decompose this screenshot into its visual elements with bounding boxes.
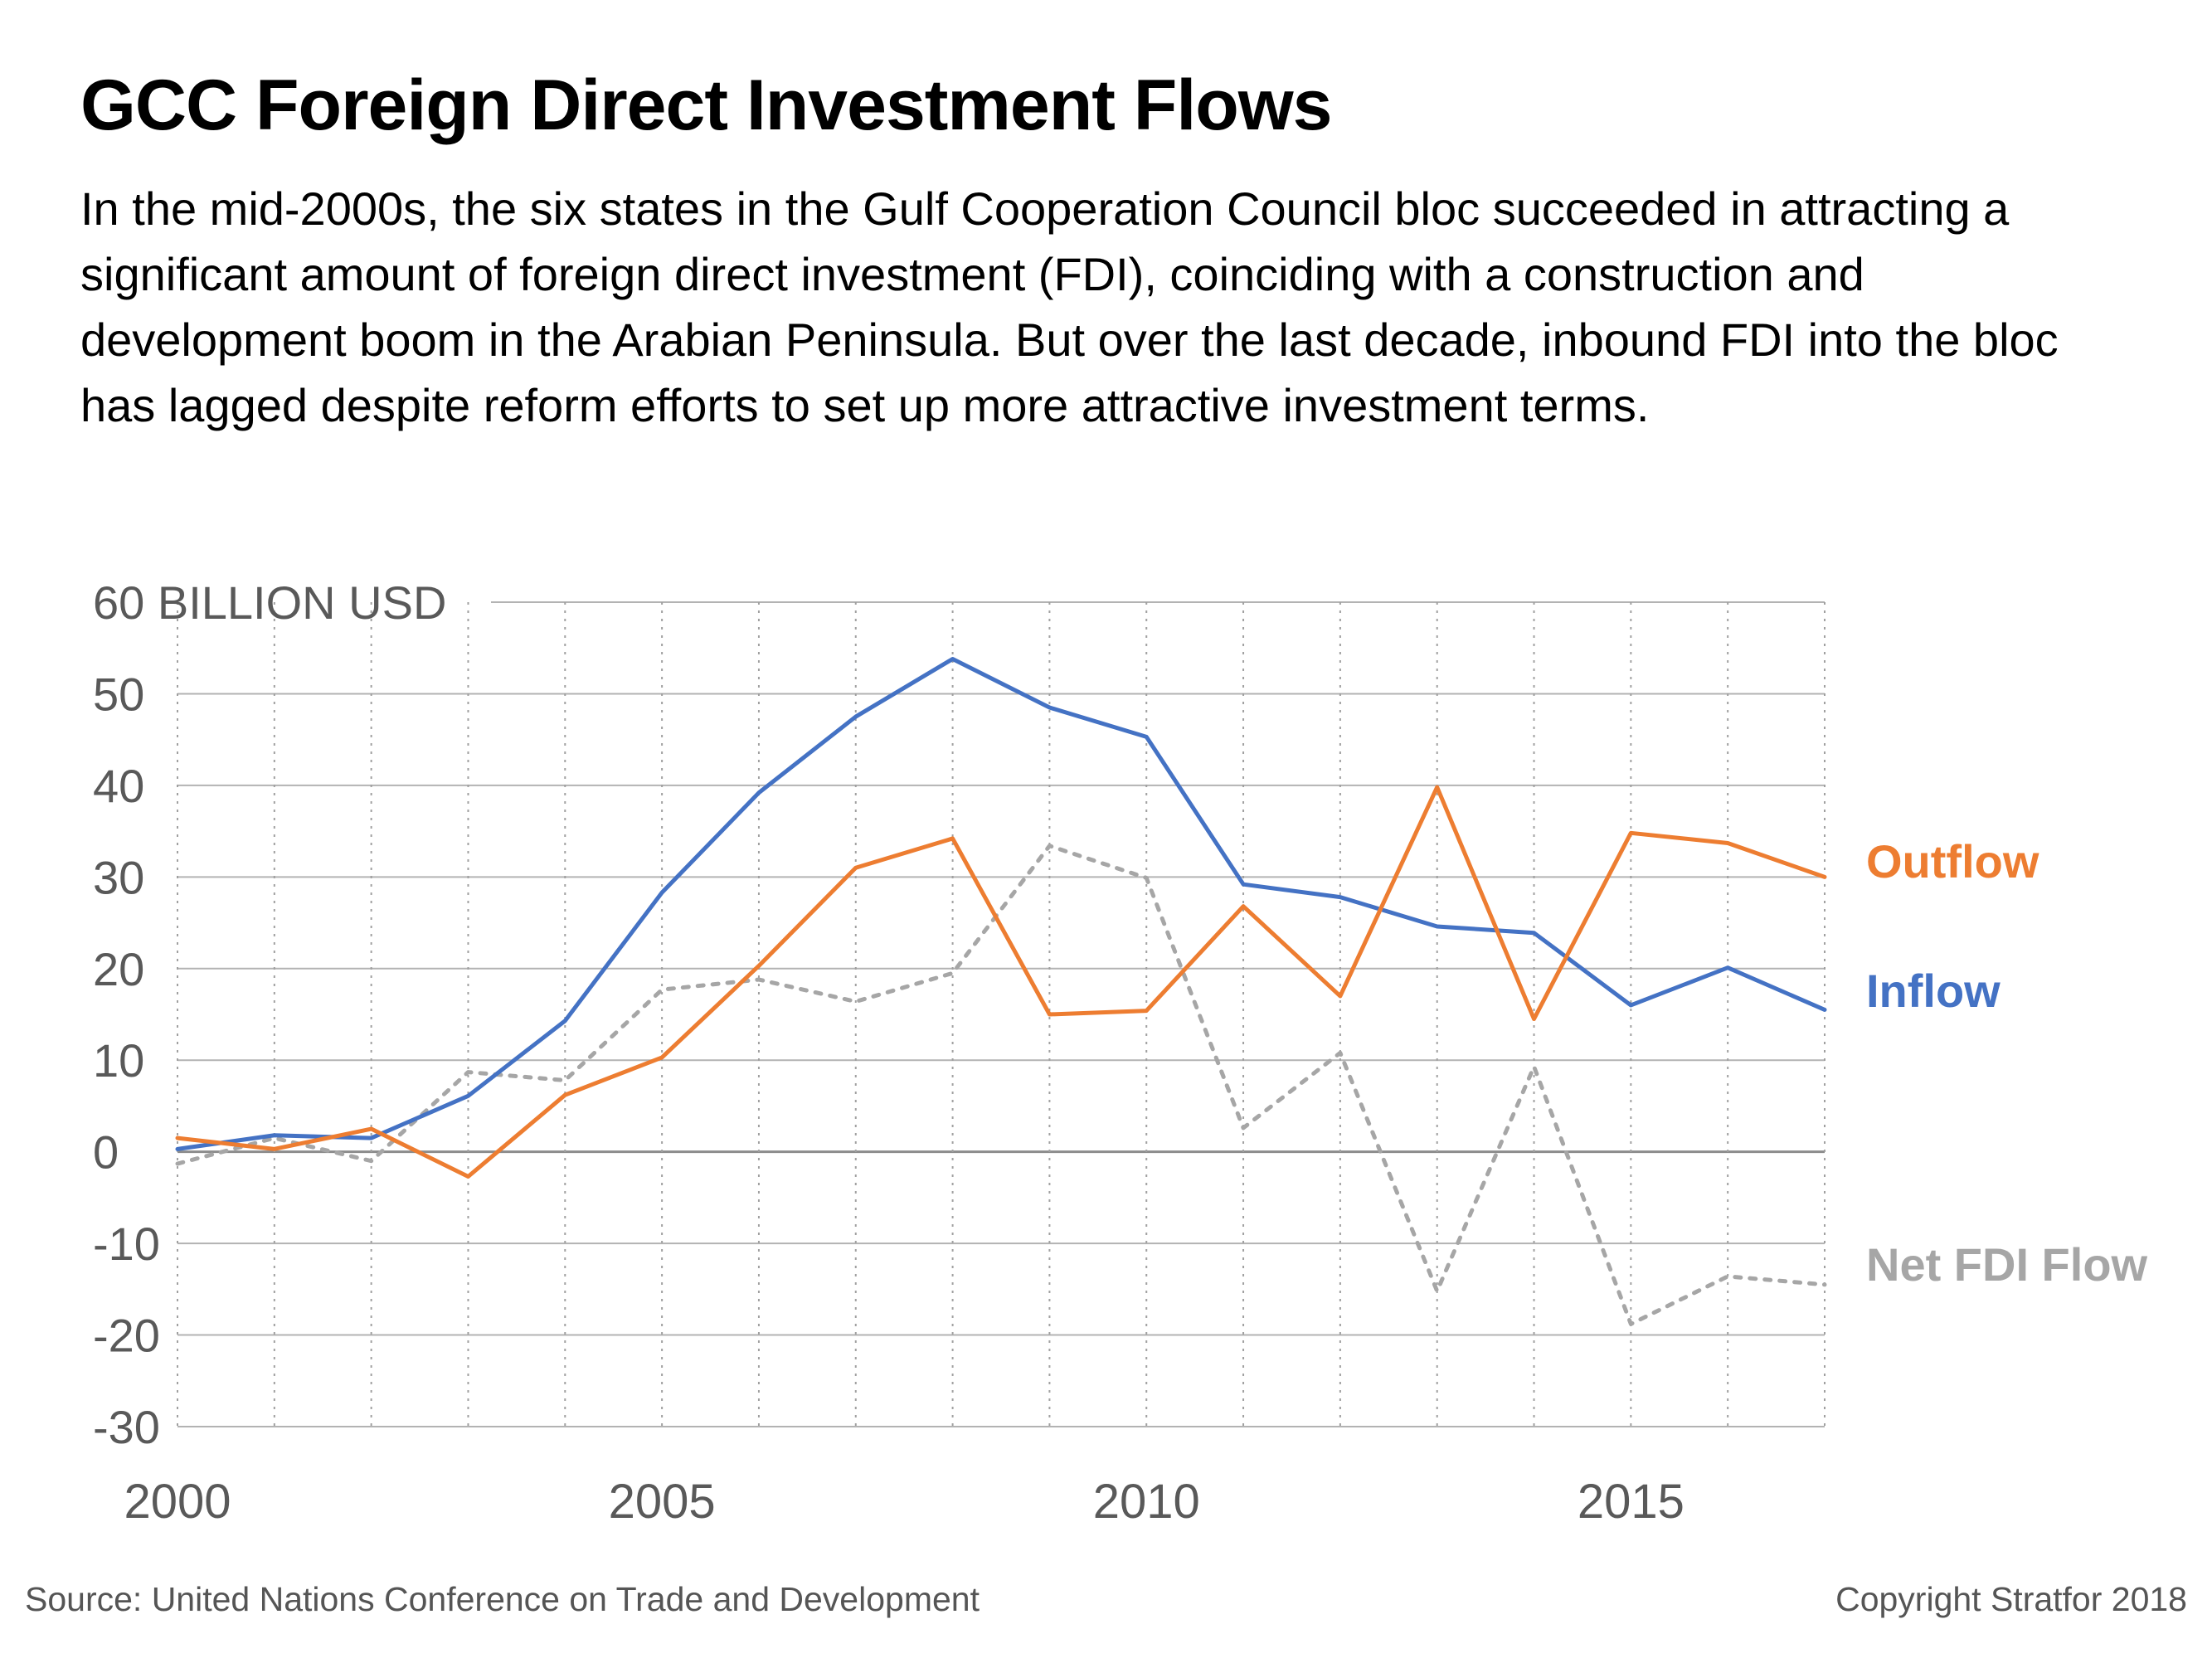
legend-label-net-fdi-flow: Net FDI Flow [1866, 1238, 2148, 1291]
y-tick-label: -30 [93, 1401, 160, 1453]
y-tick-label: -20 [93, 1310, 160, 1362]
y-tick-label: 40 [93, 760, 144, 812]
source-note: Source: United Nations Conference on Tra… [25, 1580, 980, 1618]
series-line-inflow [175, 656, 1827, 1151]
x-tick-label: 2005 [609, 1475, 716, 1529]
copyright-note: Copyright Stratfor 2018 [1835, 1580, 2187, 1618]
y-tick-label: 60 BILLION USD [93, 576, 446, 629]
legend-label-inflow: Inflow [1866, 965, 2001, 1017]
series-line-outflow [175, 785, 1827, 1179]
chart-subtitle: In the mid-2000s, the six states in the … [80, 182, 2059, 431]
legend-label-outflow: Outflow [1866, 835, 2039, 887]
y-tick-label: 30 [93, 851, 144, 903]
x-tick-label: 2010 [1093, 1475, 1200, 1529]
chart-title: GCC Foreign Direct Investment Flows [80, 66, 1332, 145]
y-tick-label: 20 [93, 943, 144, 995]
y-tick-label: 0 [93, 1126, 119, 1179]
y-tick-label: 10 [93, 1034, 144, 1087]
series-line-net-fdi-flow [175, 844, 1827, 1326]
x-tick-label: 2015 [1578, 1475, 1685, 1529]
y-tick-label: 50 [93, 668, 144, 720]
y-tick-label: -10 [93, 1218, 160, 1270]
x-tick-label: 2000 [124, 1475, 231, 1529]
